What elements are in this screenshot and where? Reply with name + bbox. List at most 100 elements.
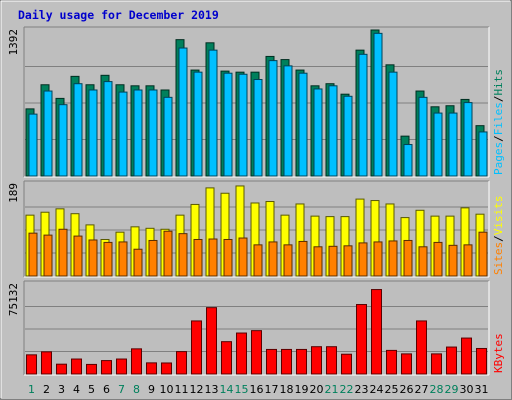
bar-files-day-21: [328, 85, 338, 177]
bar-kbytes-day-4: [71, 358, 82, 375]
bar-kbytes-day-16: [251, 330, 262, 375]
bar-sites-day-4: [73, 235, 83, 277]
day-label-11: 11: [175, 383, 189, 396]
bar-kbytes-day-29: [446, 346, 457, 375]
bar-files-day-17: [268, 60, 278, 177]
day-label-22: 22: [340, 383, 354, 396]
bar-sites-day-5: [88, 239, 98, 277]
bar-files-day-18: [283, 65, 293, 177]
bar-sites-day-26: [403, 239, 413, 277]
bar-files-day-24: [373, 32, 383, 177]
bar-kbytes-day-15: [236, 332, 247, 375]
legend-entry: Hits: [492, 69, 505, 96]
day-label-7: 7: [118, 383, 125, 396]
bar-sites-day-20: [313, 246, 323, 277]
day-label-4: 4: [73, 383, 80, 396]
day-label-10: 10: [160, 383, 174, 396]
bar-files-day-8: [133, 89, 143, 177]
day-label-18: 18: [280, 383, 294, 396]
bar-files-day-10: [163, 96, 173, 177]
day-label-3: 3: [58, 383, 65, 396]
kbytes-ymax-label: 75132: [7, 283, 20, 316]
bar-files-day-3: [58, 104, 68, 177]
bar-sites-day-27: [418, 246, 428, 277]
day-label-28: 28: [430, 383, 444, 396]
legend-entry: /: [492, 96, 505, 103]
bar-kbytes-day-19: [296, 348, 307, 375]
visits-sites-legend: Sites/Visits: [492, 196, 505, 276]
day-label-16: 16: [250, 383, 264, 396]
day-label-17: 17: [265, 383, 279, 396]
bar-sites-day-17: [268, 241, 278, 277]
chart-title: Daily usage for December 2019: [18, 8, 219, 22]
bar-kbytes-day-23: [356, 304, 367, 375]
bar-sites-day-23: [358, 242, 368, 277]
bar-kbytes-day-18: [281, 348, 292, 375]
bar-files-day-20: [313, 88, 323, 177]
bar-files-day-30: [463, 102, 473, 177]
day-label-1: 1: [28, 383, 35, 396]
bar-files-day-9: [148, 89, 158, 177]
day-label-26: 26: [400, 383, 414, 396]
bar-kbytes-day-11: [176, 351, 187, 375]
bar-sites-day-29: [448, 244, 458, 277]
bar-files-day-29: [448, 112, 458, 177]
bar-kbytes-day-28: [431, 353, 442, 375]
bar-sites-day-1: [28, 232, 38, 277]
bar-sites-day-3: [58, 228, 68, 277]
bar-files-day-27: [418, 96, 428, 177]
legend-entry: Sites: [492, 242, 505, 275]
bar-kbytes-day-9: [146, 362, 157, 375]
day-label-31: 31: [475, 383, 489, 396]
day-label-25: 25: [385, 383, 399, 396]
bar-kbytes-day-8: [131, 348, 142, 375]
legend-entry: KBytes: [492, 333, 505, 373]
day-label-23: 23: [355, 383, 369, 396]
legend-entry: Visits: [492, 196, 505, 236]
day-label-5: 5: [88, 383, 95, 396]
bar-kbytes-day-17: [266, 348, 277, 375]
bar-files-day-4: [73, 83, 83, 177]
bar-files-day-12: [193, 71, 203, 177]
bar-kbytes-day-30: [461, 337, 472, 375]
day-label-2: 2: [43, 383, 50, 396]
kbytes-legend: KBytes: [492, 333, 505, 373]
bar-kbytes-day-25: [386, 349, 397, 375]
day-label-8: 8: [133, 383, 140, 396]
day-label-21: 21: [325, 383, 339, 396]
bar-kbytes-day-22: [341, 353, 352, 375]
bar-files-day-5: [88, 89, 98, 177]
bar-kbytes-day-21: [326, 346, 337, 375]
bar-sites-day-6: [103, 241, 113, 277]
bar-sites-day-28: [433, 241, 443, 277]
bar-kbytes-day-26: [401, 353, 412, 375]
day-label-14: 14: [220, 383, 234, 396]
bar-kbytes-day-27: [416, 320, 427, 375]
day-label-6: 6: [103, 383, 110, 396]
bar-sites-day-30: [463, 244, 473, 277]
bar-sites-day-19: [298, 240, 308, 277]
bar-kbytes-day-3: [56, 363, 67, 375]
bar-sites-day-11: [178, 233, 188, 277]
day-label-15: 15: [235, 383, 249, 396]
legend-entry: /: [492, 235, 505, 242]
day-label-13: 13: [205, 383, 219, 396]
bar-files-day-15: [238, 73, 248, 177]
bar-kbytes-day-2: [41, 351, 52, 375]
bar-kbytes-day-12: [191, 320, 202, 375]
day-label-20: 20: [310, 383, 324, 396]
bar-files-day-1: [28, 113, 38, 177]
bar-sites-day-16: [253, 244, 263, 277]
day-label-24: 24: [370, 383, 384, 396]
bar-kbytes-day-6: [101, 360, 112, 375]
bar-kbytes-day-13: [206, 307, 217, 375]
bar-files-day-23: [358, 53, 368, 177]
legend-entry: Files: [492, 102, 505, 135]
day-label-19: 19: [295, 383, 309, 396]
kbytes-panel: 75132 KBytes: [7, 280, 505, 376]
day-label-9: 9: [148, 383, 155, 396]
bar-files-day-28: [433, 112, 443, 177]
bar-kbytes-day-31: [476, 347, 487, 375]
bar-sites-day-22: [343, 245, 353, 277]
bar-kbytes-day-5: [86, 363, 97, 375]
